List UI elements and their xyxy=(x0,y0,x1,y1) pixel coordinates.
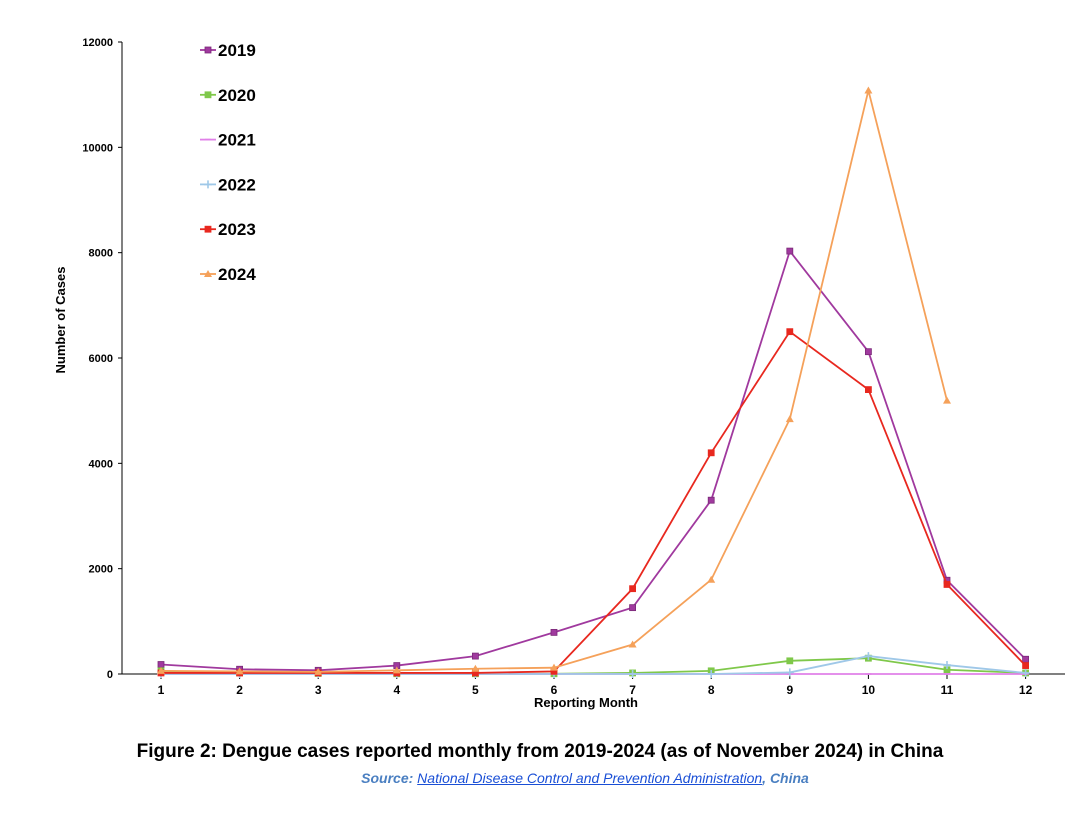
x-tick-label: 7 xyxy=(629,683,636,697)
data-point xyxy=(786,657,794,665)
y-tick-label: 6000 xyxy=(89,353,113,365)
legend-swatch-marker xyxy=(204,225,212,233)
legend-label: 2021 xyxy=(218,131,256,150)
y-tick-label: 4000 xyxy=(89,458,113,470)
data-point xyxy=(1021,668,1030,677)
y-tick-label: 12000 xyxy=(82,37,113,49)
x-tick-label: 4 xyxy=(393,683,400,697)
legend-item-2021: 2021 xyxy=(200,131,256,150)
data-point xyxy=(707,449,715,457)
data-point xyxy=(785,668,794,677)
legend-item-2020: 2020 xyxy=(200,86,256,105)
y-axis-title: Number of Cases xyxy=(53,267,68,374)
y-tick-label: 10000 xyxy=(82,142,113,154)
legend-label: 2023 xyxy=(218,220,256,239)
data-point xyxy=(550,663,558,671)
series-2024 xyxy=(157,86,951,675)
legend-item-2019: 2019 xyxy=(200,41,256,60)
legend-swatch-marker xyxy=(204,180,212,189)
x-tick-label: 5 xyxy=(472,683,479,697)
data-point xyxy=(865,386,872,394)
legend-swatch-marker xyxy=(204,46,212,54)
legend-label: 2019 xyxy=(218,41,256,60)
data-point xyxy=(628,640,637,648)
data-point xyxy=(785,415,794,423)
data-point xyxy=(157,661,165,668)
y-tick-label: 0 xyxy=(107,669,113,681)
data-point xyxy=(314,667,323,675)
data-point xyxy=(707,575,716,583)
legend-item-2024: 2024 xyxy=(200,265,256,284)
x-tick-label: 8 xyxy=(708,683,715,697)
data-point xyxy=(786,328,794,336)
data-point xyxy=(629,585,636,593)
data-point xyxy=(943,581,951,588)
legend-swatch-marker xyxy=(204,91,212,99)
figure-caption: Figure 2: Dengue cases reported monthly … xyxy=(136,741,944,762)
series-line-2022 xyxy=(161,655,1026,675)
y-tick-label: 2000 xyxy=(89,564,113,576)
x-tick-label: 1 xyxy=(158,683,165,697)
data-point xyxy=(865,348,872,356)
data-point xyxy=(707,670,716,678)
source-link[interactable]: National Disease Control and Prevention … xyxy=(417,770,763,786)
y-tick-label: 8000 xyxy=(89,248,113,260)
x-tick-label: 3 xyxy=(315,683,322,697)
legend-label: 2024 xyxy=(218,265,256,284)
source-prefix: Source: xyxy=(361,770,418,786)
data-point xyxy=(707,496,715,504)
data-point xyxy=(786,247,794,255)
x-tick-label: 6 xyxy=(551,683,558,697)
legend-swatch-marker xyxy=(204,270,212,277)
x-tick-label: 2 xyxy=(236,683,243,697)
series-line-2023 xyxy=(161,330,1027,674)
figure-source: Source: National Disease Control and Pre… xyxy=(0,770,1080,786)
data-point xyxy=(629,604,636,612)
data-point xyxy=(864,86,873,94)
data-point xyxy=(864,652,873,661)
x-tick-label: 11 xyxy=(941,683,954,697)
legend-item-2023: 2023 xyxy=(200,220,256,239)
legend-item-2022: 2022 xyxy=(200,175,256,194)
x-axis-title: Reporting Month xyxy=(534,695,638,710)
x-tick-label: 10 xyxy=(862,683,876,697)
x-tick-label: 9 xyxy=(786,683,793,697)
source-suffix: , China xyxy=(762,770,809,786)
data-point xyxy=(943,661,951,670)
data-point xyxy=(471,664,480,672)
data-point xyxy=(392,666,401,674)
series-line-2019 xyxy=(160,249,1027,672)
data-point xyxy=(628,670,637,678)
data-point xyxy=(235,667,244,675)
data-point xyxy=(1022,655,1029,663)
data-point xyxy=(1022,662,1029,669)
data-point xyxy=(943,396,951,404)
data-point xyxy=(550,628,558,636)
data-point xyxy=(157,666,165,674)
legend-label: 2022 xyxy=(218,175,256,194)
legend-label: 2020 xyxy=(218,86,256,105)
series-2023 xyxy=(157,328,1029,677)
series-line-2024 xyxy=(160,90,948,673)
x-tick-label: 12 xyxy=(1019,683,1033,697)
data-point xyxy=(471,652,479,660)
